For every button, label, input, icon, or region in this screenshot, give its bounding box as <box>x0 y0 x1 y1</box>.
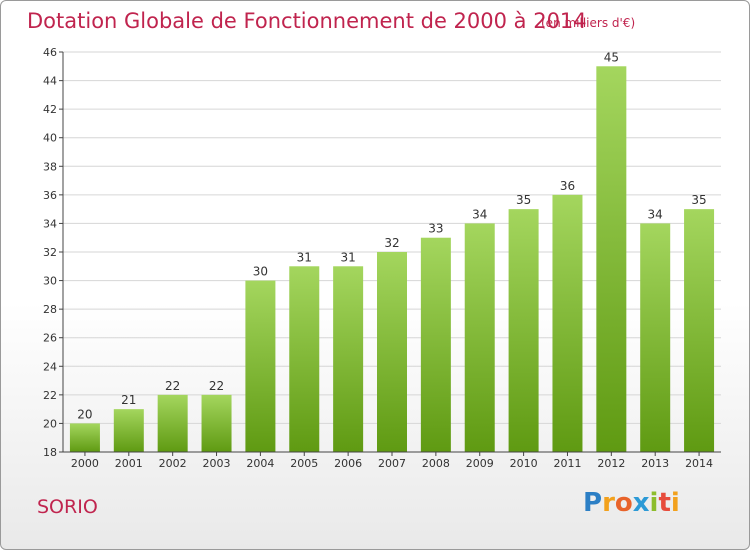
x-tick-label: 2000 <box>71 457 99 470</box>
y-tick-label: 28 <box>43 303 57 316</box>
y-tick-label: 26 <box>43 332 57 345</box>
bar[interactable] <box>420 237 451 452</box>
data-label: 21 <box>121 393 136 407</box>
y-tick-label: 40 <box>43 132 57 145</box>
bar[interactable] <box>333 266 364 452</box>
logo-letter: P <box>583 488 603 518</box>
data-label: 31 <box>297 250 312 264</box>
data-label: 35 <box>691 193 706 207</box>
bar[interactable] <box>113 409 144 452</box>
bar[interactable] <box>508 209 539 452</box>
x-tick-label: 2007 <box>378 457 406 470</box>
proxiti-logo[interactable]: Proxiti <box>583 488 680 518</box>
data-label: 45 <box>604 50 619 64</box>
data-label: 36 <box>560 179 575 193</box>
y-tick-label: 18 <box>43 446 57 459</box>
unit-note: (en milliers d'€) <box>541 16 636 30</box>
x-tick-label: 2005 <box>290 457 318 470</box>
logo-letter: i <box>649 488 659 518</box>
bar[interactable] <box>157 394 188 452</box>
y-tick-label: 46 <box>43 46 57 59</box>
data-label: 30 <box>253 265 268 279</box>
x-tick-label: 2008 <box>422 457 450 470</box>
logo-letter: x <box>632 488 650 518</box>
y-tick-label: 32 <box>43 246 57 259</box>
bar[interactable] <box>464 223 495 452</box>
y-tick-label: 22 <box>43 389 57 402</box>
y-tick-label: 34 <box>43 217 57 230</box>
x-tick-label: 2014 <box>685 457 713 470</box>
data-label: 35 <box>516 193 531 207</box>
bar[interactable] <box>289 266 320 452</box>
data-label: 22 <box>165 379 180 393</box>
x-tick-label: 2003 <box>203 457 231 470</box>
x-tick-label: 2009 <box>466 457 494 470</box>
bar[interactable] <box>552 194 583 452</box>
commune-name: SORIO <box>37 496 98 518</box>
x-tick-label: 2002 <box>159 457 187 470</box>
data-label: 34 <box>648 207 663 221</box>
bar[interactable] <box>596 66 627 453</box>
logo-letter: t <box>658 488 671 518</box>
bar[interactable] <box>640 223 671 452</box>
bar[interactable] <box>684 209 715 452</box>
data-label: 34 <box>472 207 487 221</box>
bar[interactable] <box>377 252 407 452</box>
y-tick-label: 24 <box>43 360 57 373</box>
x-tick-label: 2006 <box>334 457 362 470</box>
x-tick-label: 2011 <box>553 457 581 470</box>
y-tick-label: 20 <box>43 417 57 430</box>
data-label: 32 <box>384 236 399 250</box>
data-label: 20 <box>77 407 92 421</box>
y-tick-label: 44 <box>43 75 57 88</box>
logo-letter: o <box>614 488 633 518</box>
x-tick-label: 2001 <box>115 457 143 470</box>
bar[interactable] <box>245 280 276 452</box>
y-tick-label: 42 <box>43 103 57 116</box>
x-tick-label: 2004 <box>246 457 274 470</box>
x-tick-label: 2012 <box>597 457 625 470</box>
bars: 20 21 22 22 30 31 31 32 33 34 35 36 45 34 35 <box>69 50 715 453</box>
y-tick-label: 36 <box>43 189 57 202</box>
x-tick-label: 2010 <box>510 457 538 470</box>
chart-title: Dotation Globale de Fonctionnement de 20… <box>27 9 587 33</box>
x-tick-label: 2013 <box>641 457 669 470</box>
y-tick-label: 30 <box>43 275 57 288</box>
y-tick-label: 38 <box>43 160 57 173</box>
data-label: 22 <box>209 379 224 393</box>
logo-letter: i <box>670 488 680 518</box>
data-label: 31 <box>340 250 355 264</box>
bar[interactable] <box>201 394 232 452</box>
axes: 18 20 22 24 26 28 30 32 34 36 38 40 42 44 46 2000 2001 20… <box>43 46 721 470</box>
data-label: 33 <box>428 222 443 236</box>
bar[interactable] <box>69 423 100 452</box>
logo-letter: r <box>602 488 615 518</box>
